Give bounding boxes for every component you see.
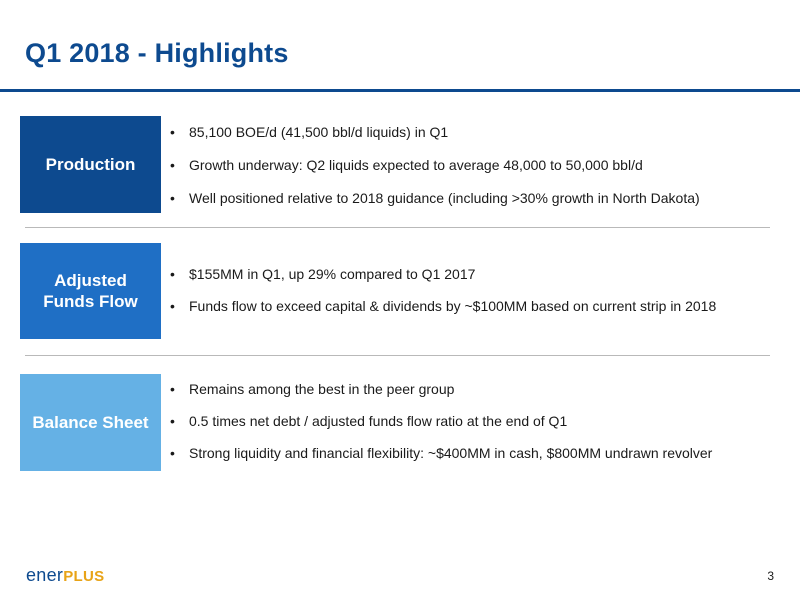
title-rule xyxy=(0,89,800,92)
funds-flow-label-box: Adjusted Funds Flow xyxy=(20,243,161,339)
logo-text-ener: ener xyxy=(26,565,64,585)
section-divider xyxy=(25,355,770,356)
section-divider xyxy=(25,227,770,228)
funds-flow-label-line2: Funds Flow xyxy=(43,292,138,311)
funds-flow-bullet: $155MM in Q1, up 29% compared to Q1 2017 xyxy=(170,266,716,283)
balance-sheet-label: Balance Sheet xyxy=(32,413,149,432)
funds-flow-bullet: Funds flow to exceed capital & dividends… xyxy=(170,298,716,315)
balance-sheet-bullet-list: Remains among the best in the peer group… xyxy=(170,381,712,477)
balance-sheet-label-box: Balance Sheet xyxy=(20,374,161,471)
production-bullet-list: 85,100 BOE/d (41,500 bbl/d liquids) in Q… xyxy=(170,124,700,223)
enerplus-logo: enerPLUS xyxy=(26,565,104,585)
production-label-box: Production xyxy=(20,116,161,213)
page-number: 3 xyxy=(767,569,774,583)
logo-text-plus: PLUS xyxy=(63,568,105,585)
production-bullet: Well positioned relative to 2018 guidanc… xyxy=(170,190,700,207)
slide-title: Q1 2018 - Highlights xyxy=(25,38,289,68)
funds-flow-bullet-list: $155MM in Q1, up 29% compared to Q1 2017… xyxy=(170,266,716,330)
production-label: Production xyxy=(45,155,136,174)
balance-sheet-bullet: Remains among the best in the peer group xyxy=(170,381,712,398)
balance-sheet-bullet: Strong liquidity and financial flexibili… xyxy=(170,445,712,462)
production-bullet: 85,100 BOE/d (41,500 bbl/d liquids) in Q… xyxy=(170,124,700,141)
funds-flow-label-line1: Adjusted xyxy=(54,271,127,290)
production-bullet: Growth underway: Q2 liquids expected to … xyxy=(170,157,700,174)
balance-sheet-bullet: 0.5 times net debt / adjusted funds flow… xyxy=(170,413,712,430)
